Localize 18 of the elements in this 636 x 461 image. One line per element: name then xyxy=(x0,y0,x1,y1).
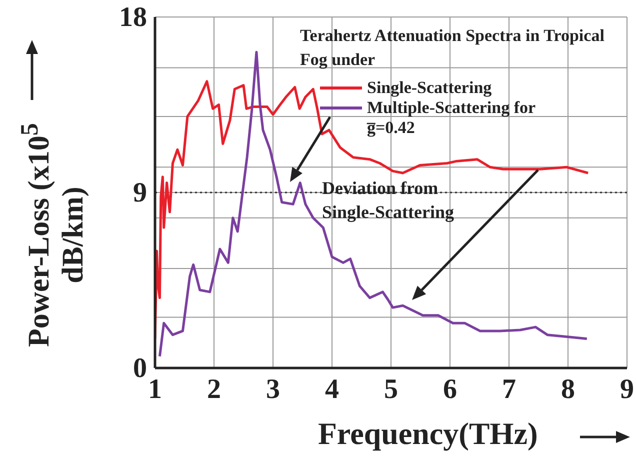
y-tick-label: 0 xyxy=(133,353,147,384)
x-tick-label: 5 xyxy=(384,374,398,405)
text: Terahertz Attenuation Spectra in Tropical Fog under xyxy=(300,25,606,71)
y-tick-label: 9 xyxy=(133,178,147,208)
x-tick-label: 7 xyxy=(502,374,516,405)
x-tick-label: 9 xyxy=(620,374,634,405)
line-series xyxy=(158,50,588,358)
x-tick-label: 4 xyxy=(325,374,339,405)
annotation: Deviation from Single-Scattering xyxy=(322,177,455,224)
x-axis-title: Frequency(THz) xyxy=(318,416,538,452)
x-tick-label: 6 xyxy=(443,374,457,405)
y-tick-label: 18 xyxy=(119,2,147,33)
legend-label: Multiple-Scattering for g̅=0.42 xyxy=(367,98,536,138)
legend-label: Single-Scattering xyxy=(367,78,492,98)
x-tick-label: 3 xyxy=(266,374,280,405)
x-tick-label: 8 xyxy=(561,374,575,405)
x-tick-label: 1 xyxy=(148,374,162,405)
x-tick-label: 2 xyxy=(207,374,221,405)
